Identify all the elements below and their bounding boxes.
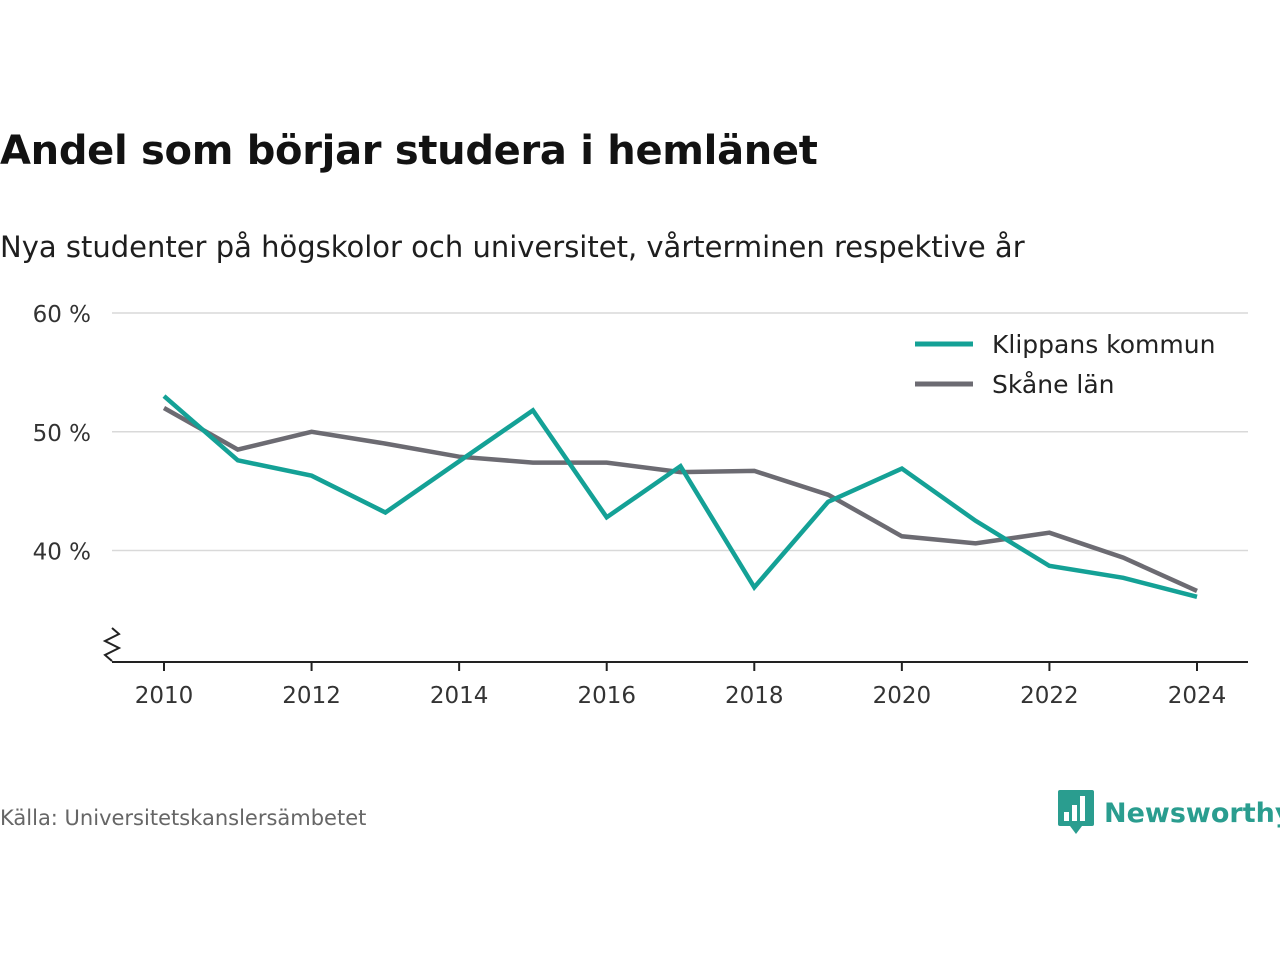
series-line-skåne-län: [162, 406, 1198, 593]
x-tick-label-2024: 2024: [1168, 683, 1227, 709]
chart-subtitle: Nya studenter på högskolor och universit…: [0, 230, 1025, 264]
source-note: Källa: Universitetskanslersämbetet: [0, 806, 367, 830]
x-tick-label-2010: 2010: [135, 683, 194, 709]
x-tick-label-2020: 2020: [873, 683, 932, 709]
y-tick-label-40: 40 %: [33, 540, 91, 566]
legend-label-1: Skåne län: [992, 370, 1115, 399]
y-axis-break-icon: [102, 627, 122, 662]
y-tick-label-60: 60 %: [33, 302, 91, 328]
x-tick-label-2012: 2012: [282, 683, 341, 709]
x-tick-label-2018: 2018: [725, 683, 784, 709]
x-tick-label-2016: 2016: [577, 683, 636, 709]
x-tick-label-2014: 2014: [430, 683, 489, 709]
x-tick-label-2022: 2022: [1020, 683, 1079, 709]
y-tick-label-50: 50 %: [33, 421, 91, 447]
series-line-klippans-kommun: [162, 394, 1198, 599]
newsworthy-logo-text: Newsworthy: [1104, 797, 1280, 829]
chart-title: Andel som börjar studera i hemlänet: [0, 128, 818, 174]
newsworthy-logo: Newsworthy: [1058, 790, 1280, 836]
newsworthy-logo-icon: [1058, 790, 1094, 834]
legend-label-0: Klippans kommun: [992, 330, 1215, 359]
